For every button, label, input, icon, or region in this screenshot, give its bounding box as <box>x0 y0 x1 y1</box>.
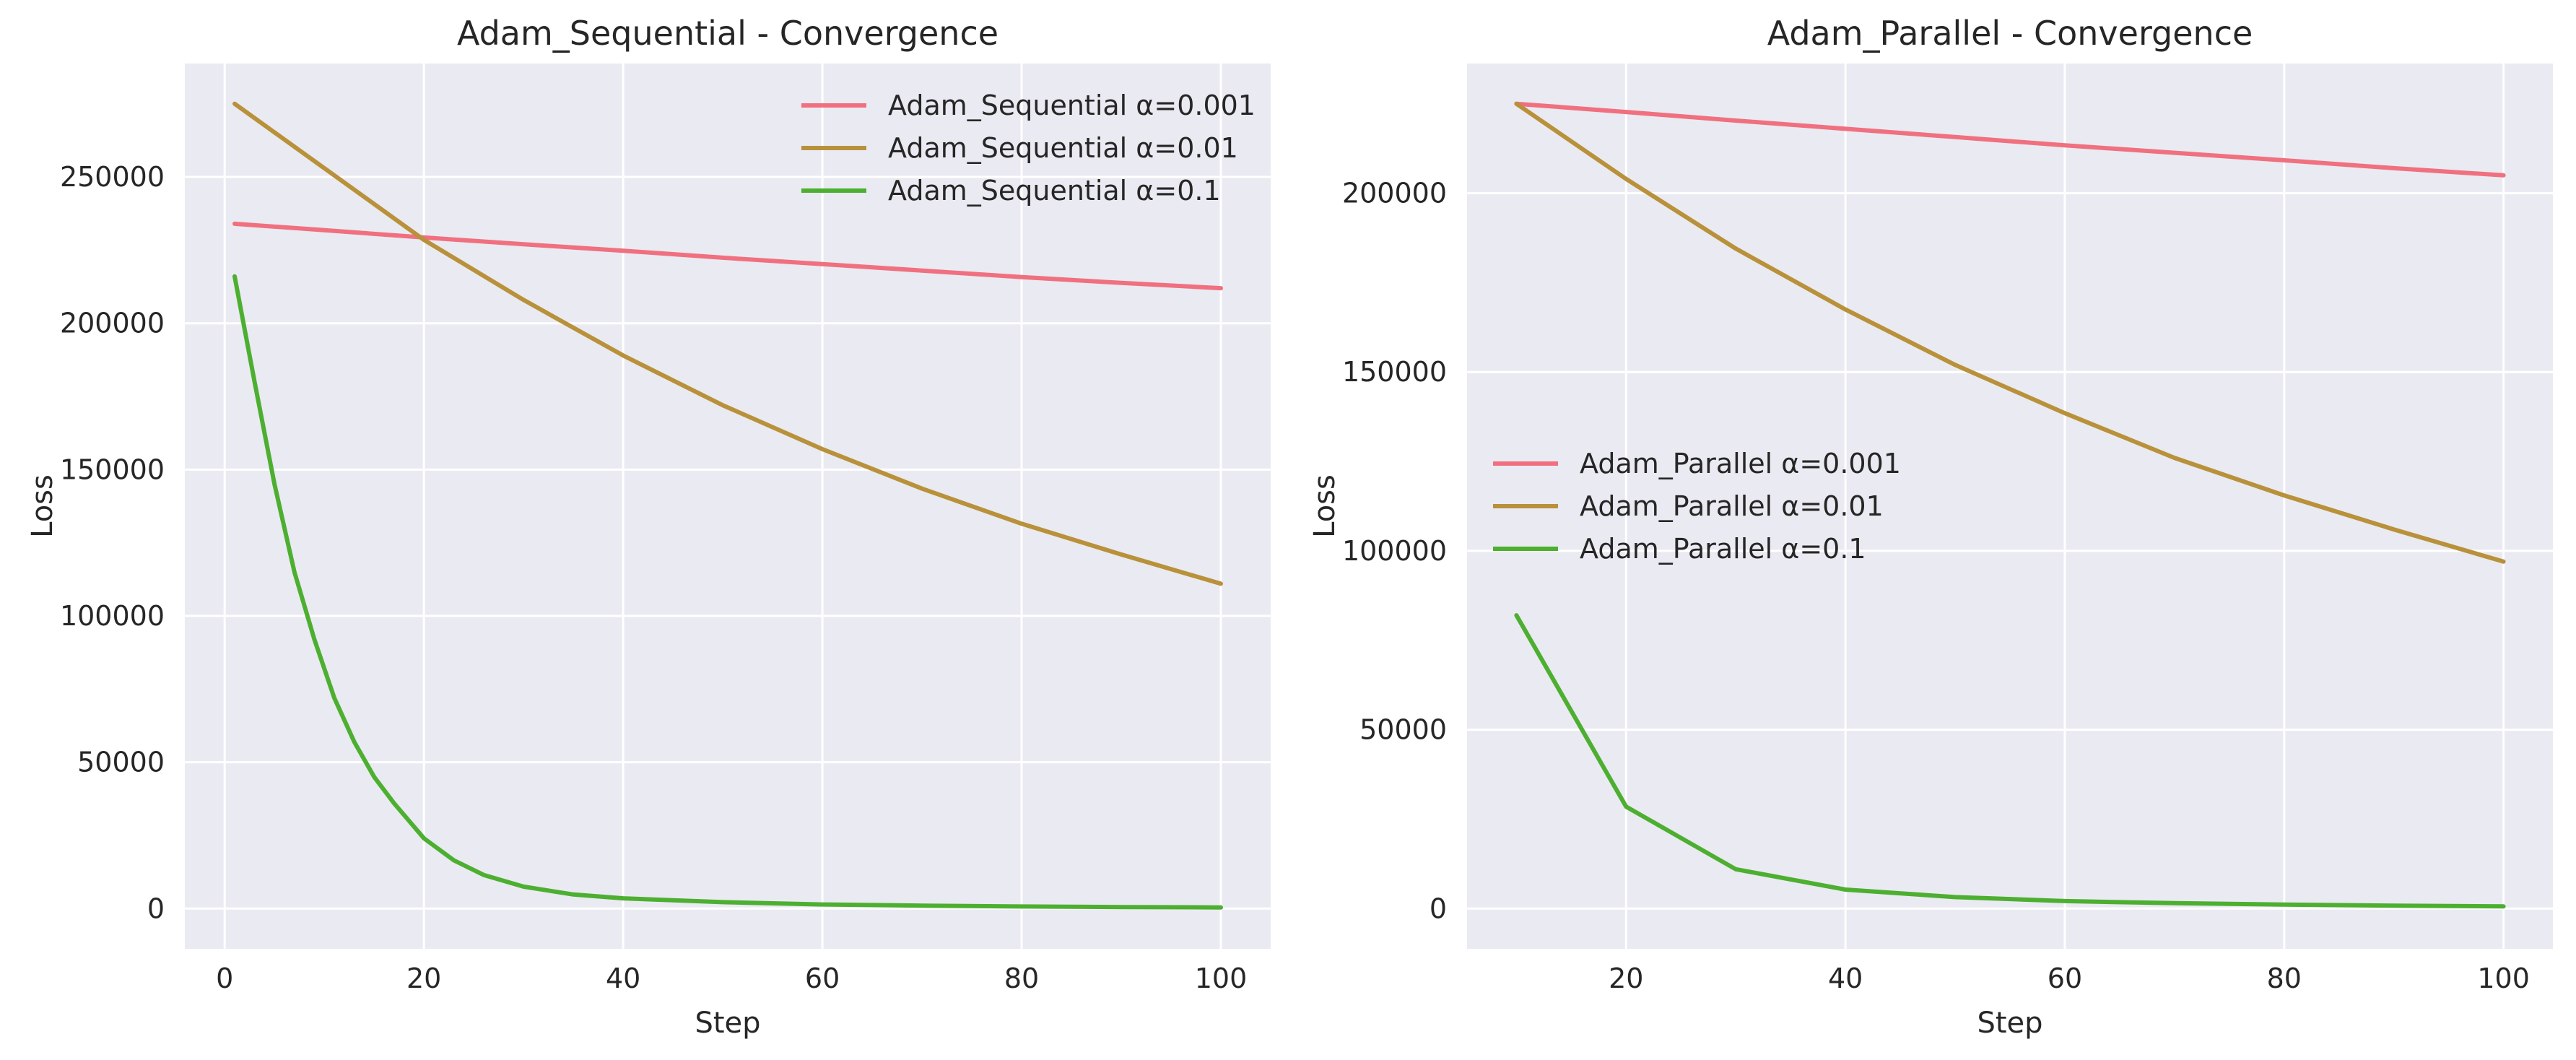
series-line-2 <box>232 101 1223 586</box>
chart-2: 20 40 60 80 100 0 50000 100000 150000 200000 Adam_… <box>1308 14 2553 1040</box>
legend: Adam_Parallel α=0.001 Adam_Parallel α=0.0… <box>1493 448 1901 565</box>
y-tick-label: 0 <box>147 892 165 924</box>
legend-label: Adam_Parallel α=0.01 <box>1580 490 1884 522</box>
y-tick-label: 100000 <box>60 600 165 632</box>
x-tick-label: 40 <box>1828 963 1863 994</box>
legend-label: Adam_Sequential α=0.01 <box>888 132 1238 164</box>
legend-label: Adam_Parallel α=0.1 <box>1580 533 1866 565</box>
y-tick-label: 50000 <box>1359 714 1447 746</box>
x-tick-label: 60 <box>805 963 840 994</box>
x-tick-label: 0 <box>216 963 233 994</box>
series-line-1 <box>1514 101 2506 178</box>
chart-title: Adam_Sequential - Convergence <box>457 14 998 53</box>
x-tick-label: 100 <box>2477 963 2530 994</box>
plot-area <box>185 64 1271 949</box>
y-axis-label: Loss <box>26 474 59 538</box>
legend-label: Adam_Sequential α=0.1 <box>888 175 1221 207</box>
legend-label: Adam_Parallel α=0.001 <box>1580 448 1901 479</box>
x-tick-label: 100 <box>1195 963 1248 994</box>
series-line-1 <box>232 221 1223 291</box>
series-line-3 <box>232 274 1223 910</box>
x-tick-label: 20 <box>406 963 441 994</box>
y-tick-label: 200000 <box>1342 178 1447 209</box>
x-tick-label: 20 <box>1609 963 1643 994</box>
y-tick-label: 150000 <box>60 453 165 485</box>
chart-title: Adam_Parallel - Convergence <box>1767 14 2253 53</box>
legend: Adam_Sequential α=0.001 Adam_Sequential α… <box>801 90 1256 207</box>
chart-1: 0 20 40 60 80 100 0 50000 100000 150000 200000 2500… <box>26 14 1271 1040</box>
x-tick-label: 80 <box>2267 963 2302 994</box>
x-tick-label: 40 <box>606 963 640 994</box>
y-tick-label: 150000 <box>1342 356 1447 388</box>
y-tick-label: 250000 <box>60 161 165 193</box>
y-tick-label: 50000 <box>77 747 165 778</box>
series-line-2 <box>1514 101 2506 564</box>
y-tick-label: 0 <box>1430 892 1447 924</box>
x-axis-label: Step <box>695 1007 760 1040</box>
y-tick-label: 100000 <box>1342 535 1447 567</box>
y-tick-label: 200000 <box>60 308 165 339</box>
y-axis-label: Loss <box>1308 474 1341 538</box>
series-line-3 <box>1514 613 2506 909</box>
x-axis-label: Step <box>1977 1007 2042 1040</box>
plot-area <box>1467 64 2553 949</box>
x-tick-label: 60 <box>2048 963 2082 994</box>
legend-label: Adam_Sequential α=0.001 <box>888 90 1256 121</box>
x-tick-label: 80 <box>1004 963 1039 994</box>
